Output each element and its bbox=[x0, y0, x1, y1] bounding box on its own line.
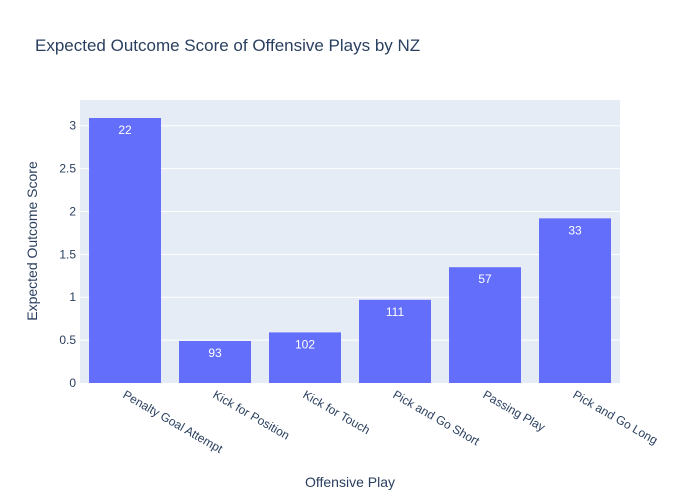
y-tick-label: 1 bbox=[69, 290, 76, 304]
x-tick-label: Pick and Go Short bbox=[391, 387, 483, 448]
x-tick-label: Kick for Position bbox=[211, 387, 293, 442]
x-tick-label: Passing Play bbox=[481, 387, 548, 434]
bar bbox=[449, 267, 521, 383]
y-axis-ticks: 0 0.5 1 1.5 2 2.5 3 bbox=[59, 119, 76, 390]
x-axis-title: Offensive Play bbox=[305, 474, 395, 490]
bar bbox=[89, 118, 161, 383]
y-tick-label: 0.5 bbox=[59, 333, 76, 347]
bar bbox=[539, 218, 611, 383]
y-tick-label: 1.5 bbox=[59, 247, 76, 261]
bar-value-label: 93 bbox=[208, 346, 222, 360]
y-tick-label: 2.5 bbox=[59, 162, 76, 176]
x-tick-label: Kick for Touch bbox=[301, 387, 373, 437]
bar bbox=[269, 332, 341, 383]
bar-labels: 22 93 102 111 57 33 bbox=[118, 123, 582, 360]
y-axis-title: Expected Outcome Score bbox=[24, 161, 40, 321]
y-tick-label: 0 bbox=[69, 376, 76, 390]
plot-area bbox=[80, 100, 620, 383]
bar bbox=[179, 340, 251, 383]
y-tick-label: 2 bbox=[69, 204, 76, 218]
y-tick-label: 3 bbox=[69, 119, 76, 133]
bars bbox=[89, 118, 611, 383]
bar bbox=[359, 299, 431, 383]
bar-value-label: 111 bbox=[386, 305, 405, 319]
x-tick-label: Penalty Goal Attempt bbox=[121, 387, 226, 456]
bar-value-label: 33 bbox=[568, 223, 582, 237]
x-tick-label: Pick and Go Long bbox=[571, 387, 661, 447]
bar-value-label: 102 bbox=[295, 337, 315, 351]
bar-value-label: 22 bbox=[118, 123, 132, 137]
gridlines bbox=[80, 125, 620, 341]
chart-title: Expected Outcome Score of Offensive Play… bbox=[35, 36, 420, 55]
bar-value-label: 57 bbox=[478, 272, 492, 286]
